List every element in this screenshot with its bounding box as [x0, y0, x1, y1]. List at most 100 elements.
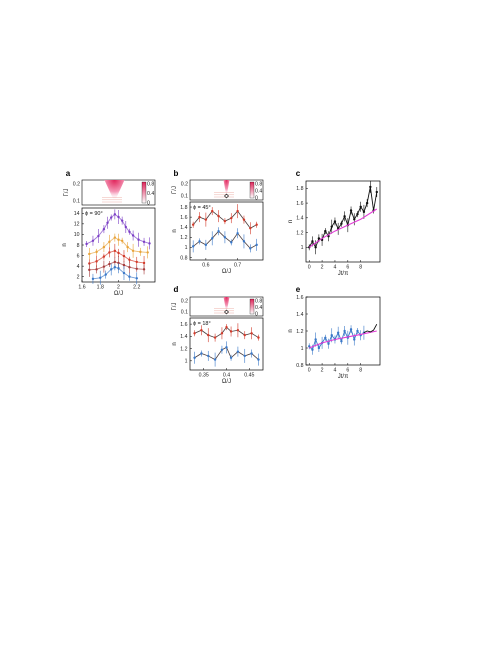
y-tick-label: 1.2: [180, 346, 187, 352]
data-point: [223, 219, 227, 223]
colorbar-tick-label: 0.8: [255, 299, 262, 305]
y-tick-label: 8: [77, 243, 80, 249]
data-point: [353, 338, 356, 341]
data-point: [110, 216, 113, 219]
colorbar-tick-label: 0.8: [255, 182, 262, 188]
x-tick-label: 2.2: [133, 285, 140, 291]
data-point: [99, 276, 102, 279]
x-axis-label: Ω/J: [222, 269, 231, 275]
data-point: [117, 267, 120, 270]
y-tick-label: 1.2: [296, 329, 303, 335]
data-point: [113, 266, 117, 269]
series-line: [363, 323, 378, 334]
data-point: [242, 218, 246, 221]
y-tick-label: 2: [77, 275, 80, 281]
diamond-marker: [224, 309, 229, 315]
y-tick-label: 1: [301, 245, 304, 251]
data-point: [223, 236, 227, 239]
data-point: [349, 209, 353, 212]
y-axis-label: n: [288, 329, 294, 332]
data-point: [142, 240, 146, 244]
panel-label: d: [174, 285, 179, 294]
data-point: [117, 238, 120, 241]
data-point: [122, 254, 126, 258]
data-point: [317, 346, 321, 350]
x-tick-label: 0.7: [234, 263, 241, 269]
data-point: [257, 336, 260, 339]
data-point: [104, 273, 107, 276]
data-point: [135, 277, 138, 280]
y-tick-label: 1.8: [180, 205, 187, 211]
data-point: [225, 325, 228, 329]
data-point: [113, 213, 117, 216]
y-tick-label: 1: [301, 346, 304, 352]
data-point: [324, 336, 327, 339]
data-point: [102, 265, 106, 268]
series-curve: [89, 250, 145, 264]
panel-a: a 1.6 1.8 2 2.2 2 4 6 8 10 12 14 Ω/J n ϕ = 90° 0.8 0.4 0 0…: [62, 169, 156, 297]
inset-y-tick-label: 0.2: [181, 182, 188, 188]
y-tick-label: 1.4: [180, 334, 187, 340]
data-point: [217, 230, 220, 233]
data-point: [91, 277, 95, 281]
data-point: [359, 205, 362, 208]
data-point: [108, 262, 111, 266]
data-point: [204, 218, 208, 221]
resonance-heatmap: [223, 180, 230, 197]
data-point: [308, 345, 311, 348]
data-point: [200, 352, 203, 355]
data-point: [122, 263, 126, 267]
data-point: [128, 258, 131, 261]
data-point: [108, 251, 111, 254]
panel-e: e 0 2 4 6 8 0.8 1 1.2 1.4 1.6 Jt/π n: [288, 285, 381, 380]
y-tick-label: 10: [74, 232, 80, 238]
colorbar: [249, 181, 255, 199]
data-point: [128, 230, 131, 233]
y-tick-label: 1: [185, 359, 188, 365]
data-point: [95, 250, 98, 254]
data-point: [324, 229, 327, 233]
x-tick-label: 8: [359, 368, 362, 374]
panel-label: b: [174, 169, 179, 178]
data-point: [255, 243, 258, 247]
data-point: [122, 271, 126, 275]
panel-label: a: [66, 169, 71, 178]
phi-annotation: ϕ = 18°: [193, 321, 211, 327]
data-point: [193, 356, 196, 359]
data-point: [356, 212, 359, 216]
x-tick-label: 0.45: [244, 373, 254, 379]
data-point: [211, 237, 214, 240]
colorbar-tick-label: 0.4: [147, 191, 154, 197]
series-line: [309, 330, 377, 349]
data-point: [204, 243, 208, 247]
panel-b: b0.6 0.70.811.21.41.61.8Ω/Jnϕ = 45°0.80.4…: [172, 169, 264, 275]
inset-y-tick-label: 0.1: [181, 194, 188, 200]
data-point: [91, 239, 95, 242]
x-tick-label: 0.4: [223, 373, 230, 379]
data-point: [131, 249, 135, 253]
data-point: [198, 240, 201, 243]
data-point: [220, 348, 224, 352]
data-point: [311, 348, 314, 351]
resonance-heatmap: [223, 297, 230, 313]
y-tick-label: 12: [74, 222, 80, 228]
data-point: [207, 354, 210, 358]
data-point: [336, 331, 340, 334]
data-point: [146, 251, 149, 254]
data-point: [333, 220, 337, 223]
data-point: [362, 210, 366, 214]
data-point: [117, 215, 120, 219]
data-point: [110, 268, 113, 271]
y-tick-label: 1.6: [180, 215, 187, 221]
series-line: [308, 327, 365, 351]
data-point: [88, 252, 91, 256]
panel-c: c 0 2 4 6 8 1 1.2 1.4 1.6 1.8 Jt/π n: [288, 169, 381, 277]
colorbar: [141, 181, 147, 204]
x-tick-label: 2: [117, 285, 120, 291]
data-point: [225, 346, 228, 349]
data-point: [340, 340, 343, 343]
data-point: [327, 342, 330, 345]
data-point: [213, 336, 217, 339]
data-point: [102, 255, 106, 258]
